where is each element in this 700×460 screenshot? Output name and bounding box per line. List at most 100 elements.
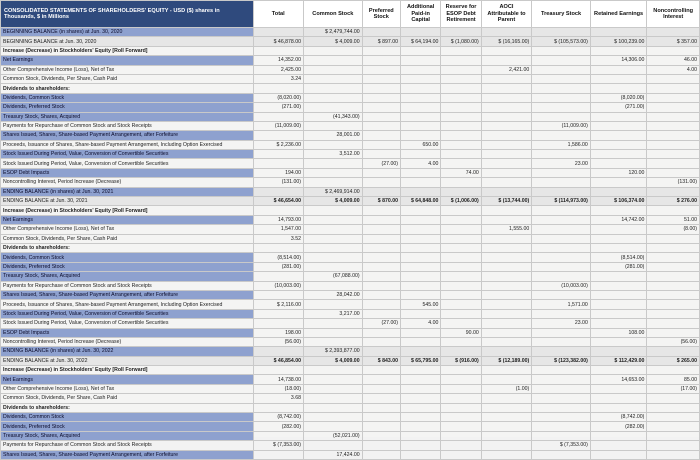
table-cell: [480, 365, 533, 376]
table-cell: [440, 289, 482, 301]
table-cell: [589, 346, 648, 357]
table-cell: [440, 130, 482, 141]
table-cell: [303, 336, 363, 348]
table-cell: [440, 393, 482, 404]
table-cell: [480, 449, 533, 460]
col-header-total: Total: [252, 0, 305, 28]
table-cell: [589, 111, 648, 122]
table-cell: [589, 186, 648, 198]
table-row: Dividends to shareholders:: [0, 402, 700, 414]
table-cell: [480, 83, 533, 94]
table-cell: [399, 102, 442, 113]
table-cell: [440, 430, 482, 442]
table-row: Payments for Repurchase of Common Stock …: [0, 440, 700, 451]
table-cell: [646, 421, 700, 432]
table-cell: 74.00: [440, 167, 482, 179]
table-cell: [589, 308, 648, 320]
table-cell: (11,009.00): [252, 120, 305, 132]
table-cell: [361, 26, 401, 38]
table-cell: [399, 64, 442, 75]
table-cell: [303, 64, 363, 75]
table-cell: [440, 205, 482, 216]
table-cell: (27.00): [361, 318, 401, 329]
table-cell: 194.00: [252, 167, 305, 179]
table-cell: [440, 252, 482, 263]
table-cell: [252, 149, 305, 160]
table-cell: [589, 402, 648, 414]
table-cell: $ (7,353.00): [252, 440, 305, 451]
table-cell: [589, 73, 648, 85]
table-cell: [646, 242, 700, 254]
table-cell: $ 2,469,914.00: [303, 186, 363, 198]
table-cell: [440, 233, 482, 245]
table-row: Treasury Stock, Shares, Acquired (67,088.…: [0, 271, 700, 282]
table-cell: [440, 149, 482, 160]
table-cell: [531, 26, 591, 38]
table-cell: [646, 120, 700, 132]
table-cell: [646, 440, 700, 451]
row-label: Noncontrolling Interest, Period Increase…: [0, 336, 254, 348]
row-label: Payments for Repurchase of Common Stock …: [0, 280, 254, 291]
table-cell: [303, 242, 363, 254]
table-cell: [531, 449, 591, 460]
table-cell: [646, 83, 700, 94]
table-cell: 1,547.00: [252, 224, 305, 235]
table-row: ENDING BALANCE (in shares) at Jun. 30, 2…: [0, 186, 700, 198]
table-cell: [589, 26, 648, 38]
table-cell: [252, 308, 305, 320]
table-cell: [361, 149, 401, 160]
table-cell: [480, 111, 533, 122]
table-cell: [531, 83, 591, 94]
table-cell: [440, 26, 482, 38]
table-cell: [646, 252, 700, 263]
table-row: ESOP Debt Impacts 194.00 74.00 120.00: [0, 167, 700, 179]
table-cell: $ (7,353.00): [531, 440, 591, 451]
table-cell: [399, 111, 442, 122]
col-header-preferred-stock: Preferred Stock: [361, 0, 401, 28]
table-cell: [646, 449, 700, 460]
table-cell: [440, 120, 482, 132]
table-cell: [440, 440, 482, 451]
table-row: Treasury Stock, Shares, Acquired (41,343.…: [0, 111, 700, 122]
table-cell: [361, 430, 401, 442]
table-cell: [480, 139, 533, 151]
table-cell: [399, 186, 442, 198]
table-cell: [252, 242, 305, 254]
table-cell: [531, 233, 591, 245]
table-cell: [303, 224, 363, 235]
table-row: Dividends to shareholders:: [0, 242, 700, 254]
table-cell: [440, 214, 482, 226]
table-cell: 650.00: [399, 139, 442, 151]
table-cell: [399, 55, 442, 66]
table-cell: $ (114,973.00): [531, 196, 591, 207]
table-cell: (271.00): [589, 102, 648, 113]
table-cell: $ (123,382.00): [531, 355, 591, 367]
table-cell: (282.00): [252, 421, 305, 432]
table-cell: [480, 261, 533, 273]
table-row: Dividends, Preferred Stock (281.00) (281.0…: [0, 261, 700, 273]
table-cell: 3,512.00: [303, 149, 363, 160]
table-cell: [646, 411, 700, 423]
table-cell: [589, 318, 648, 329]
row-label: Proceeds, Issuance of Shares, Share-base…: [0, 139, 254, 151]
table-cell: [440, 308, 482, 320]
table-cell: (41,343.00): [303, 111, 363, 122]
table-cell: [480, 271, 533, 282]
table-cell: [399, 421, 442, 432]
table-cell: [361, 224, 401, 235]
table-cell: [589, 233, 648, 245]
table-cell: [361, 261, 401, 273]
table-row: ENDING BALANCE at Jun. 30, 2022 $ 46,854.…: [0, 355, 700, 367]
table-cell: [361, 186, 401, 198]
table-cell: $ 100,239.00: [589, 36, 648, 47]
table-cell: [303, 261, 363, 273]
table-cell: (17.00): [646, 383, 700, 395]
table-cell: 3.68: [252, 393, 305, 404]
table-cell: [303, 393, 363, 404]
table-cell: $ 4,009.00: [303, 36, 363, 47]
table-cell: [646, 308, 700, 320]
col-header-treasury-stock: Treasury Stock: [531, 0, 591, 28]
table-cell: [531, 224, 591, 235]
row-label: ESOP Debt Impacts: [0, 327, 254, 338]
